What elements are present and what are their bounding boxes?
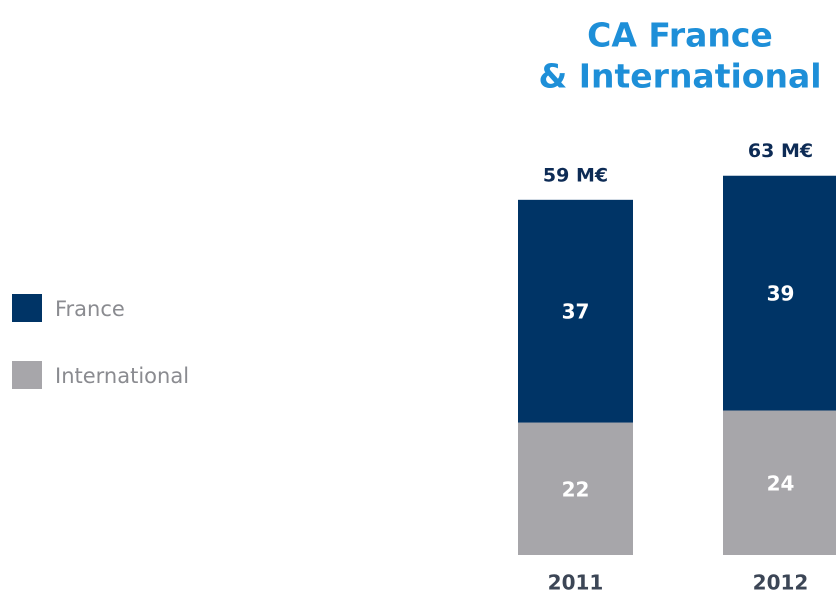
chart-title: CA France xyxy=(587,16,773,55)
legend-label: France xyxy=(55,297,125,321)
segment-label: 37 xyxy=(562,300,590,324)
x-tick-label: 2011 xyxy=(548,571,604,595)
total-label: 63 M€ xyxy=(748,140,813,162)
chart-title: & International xyxy=(538,57,821,96)
bar-segment xyxy=(723,410,836,555)
segment-label: 22 xyxy=(562,477,590,501)
bar-segment xyxy=(518,199,633,423)
total-label: 59 M€ xyxy=(543,164,608,186)
bar-segment xyxy=(518,422,633,555)
segment-label: 24 xyxy=(767,471,795,495)
legend-swatch xyxy=(12,294,42,322)
bar-segment xyxy=(723,175,836,411)
legend-label: International xyxy=(55,364,189,388)
x-tick-label: 2012 xyxy=(753,571,809,595)
legend-swatch xyxy=(12,361,42,389)
segment-label: 39 xyxy=(767,282,795,306)
